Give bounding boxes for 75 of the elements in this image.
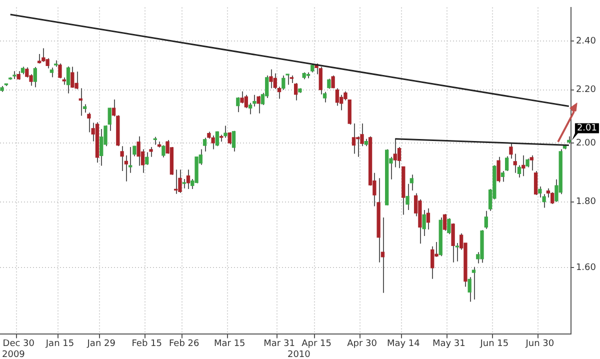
x-tick-label: Jan 15 bbox=[44, 338, 74, 349]
x-tick-label: Jun 30 bbox=[524, 338, 554, 349]
candlestick bbox=[145, 152, 149, 166]
candlestick bbox=[530, 154, 534, 171]
candlestick bbox=[509, 142, 513, 160]
candlestick bbox=[33, 66, 37, 88]
candlestick bbox=[25, 66, 29, 78]
x-tick-label: Jun 15 bbox=[479, 338, 509, 349]
candlestick bbox=[406, 183, 410, 210]
candlestick bbox=[42, 48, 46, 62]
candlestick bbox=[162, 144, 166, 158]
candlestick bbox=[534, 170, 538, 196]
candlestick bbox=[236, 96, 240, 113]
candlestick bbox=[244, 94, 248, 109]
x-tick-label: Jan 29 bbox=[86, 338, 116, 349]
candlestick bbox=[468, 276, 472, 302]
candlestick bbox=[505, 156, 509, 172]
candlestick bbox=[522, 154, 526, 177]
candlestick bbox=[550, 192, 554, 205]
y-tick-label: 2.00 bbox=[576, 138, 596, 148]
candlestick bbox=[50, 67, 54, 78]
x-tick-label: Mar 31 bbox=[264, 338, 295, 349]
candlestick bbox=[335, 88, 340, 106]
candlestick bbox=[58, 63, 62, 79]
candlestick bbox=[410, 174, 414, 191]
candlestick bbox=[136, 136, 140, 166]
y-tick-label: 2.20 bbox=[576, 85, 596, 96]
text: 2009 bbox=[2, 350, 26, 359]
y-tick-label: 1.80 bbox=[576, 197, 596, 208]
x-tick-label: Dec 30 bbox=[2, 338, 35, 349]
x-tick-label: Mar 15 bbox=[214, 338, 246, 349]
candlestick bbox=[484, 210, 488, 230]
candlestick bbox=[331, 75, 335, 89]
candlestick bbox=[240, 90, 244, 104]
candlestick bbox=[513, 153, 517, 174]
candlestick bbox=[447, 218, 451, 235]
candlestick bbox=[211, 135, 215, 150]
candlestick bbox=[178, 169, 182, 194]
candlestick bbox=[46, 58, 50, 69]
candlestick bbox=[455, 242, 460, 262]
x-tick-label: Apr 30 bbox=[347, 338, 378, 349]
x-tick-label: Apr 15 bbox=[302, 338, 332, 349]
candlestick bbox=[256, 95, 260, 114]
candlestick bbox=[66, 66, 70, 94]
candlestick bbox=[294, 82, 298, 101]
text: 2010 bbox=[287, 350, 311, 359]
candlestick bbox=[100, 128, 104, 166]
candlestick bbox=[472, 266, 476, 300]
text: 2.01 bbox=[576, 124, 598, 134]
candlestick bbox=[273, 72, 277, 90]
candlestick bbox=[430, 246, 434, 280]
candlestick bbox=[108, 107, 112, 132]
candlestick bbox=[318, 66, 322, 95]
x-tick-label: Feb 26 bbox=[168, 338, 200, 349]
candlestick bbox=[186, 169, 190, 190]
x-tick-label: Feb 15 bbox=[132, 338, 162, 349]
y-tick-label: 2.40 bbox=[576, 36, 596, 47]
candlestick bbox=[87, 112, 91, 133]
candlestick bbox=[228, 132, 232, 145]
candlestick bbox=[224, 125, 228, 138]
candlestick bbox=[215, 130, 220, 147]
candlestick bbox=[356, 136, 360, 158]
x-tick-label: May 31 bbox=[432, 338, 466, 349]
y-tick-label: 1.60 bbox=[576, 262, 596, 273]
candlestick bbox=[327, 78, 331, 90]
candlestick bbox=[500, 170, 505, 182]
candlestick bbox=[202, 137, 207, 152]
candlestick bbox=[182, 178, 186, 189]
candlestick bbox=[538, 186, 542, 198]
candlestick bbox=[352, 123, 356, 154]
candlestick bbox=[286, 74, 290, 86]
x-tick-label: May 14 bbox=[386, 338, 420, 349]
candlestick bbox=[232, 130, 236, 152]
candlestick bbox=[149, 146, 153, 158]
candlestick bbox=[120, 146, 124, 172]
